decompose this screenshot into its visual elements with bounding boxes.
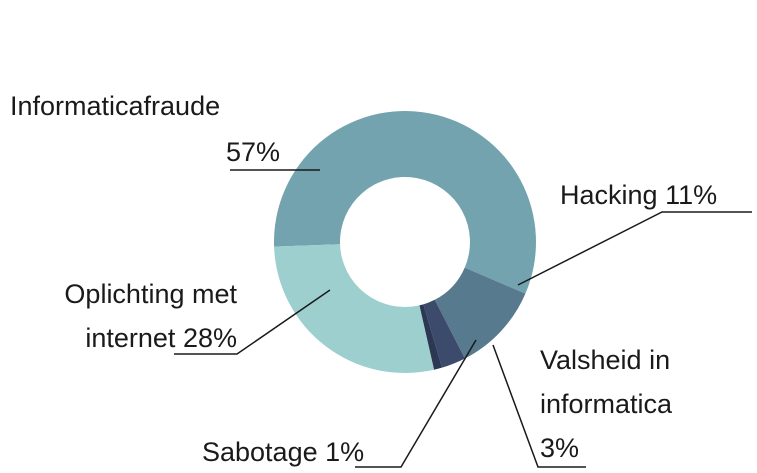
slice-label: Hacking 11% [560,173,717,217]
leader-lines [174,169,752,468]
slice-name: Valsheid in informatica [540,345,673,419]
leader-line [174,289,331,355]
donut-slice [274,244,435,373]
donut-slice [419,304,442,370]
value-label: 11% [665,180,718,210]
donut-slice [423,299,465,368]
value-label: 28% [182,323,237,353]
leader-line [517,211,752,286]
value-label: 1% [325,437,365,467]
value-label: 57% [226,137,281,167]
leader-line [492,344,586,468]
donut-slice [274,111,536,294]
value-label: 3% [540,433,580,463]
slice-label: Sabotage 1% [202,430,364,473]
slice-name: Sabotage [202,437,318,467]
donut-slice [434,267,526,359]
slice-label: Informaticafraude [10,91,221,121]
leader-line [355,339,477,468]
slice-label: Valsheid in informatica 3% [540,338,730,470]
slice-name: Oplichting met internet [64,279,237,353]
slice-label: Oplichting met internet 28% [1,272,237,360]
slice-name: Hacking [560,180,658,210]
